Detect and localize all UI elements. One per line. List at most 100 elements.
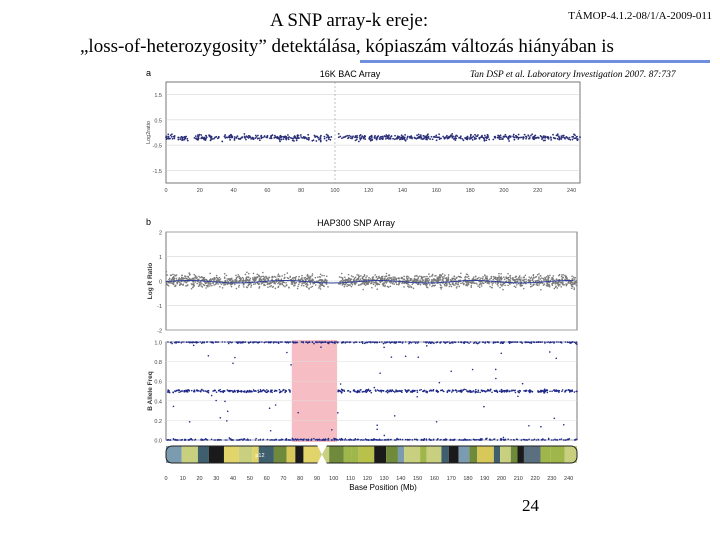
panel-b-point <box>209 285 211 287</box>
panel-b-point <box>323 274 325 277</box>
panel-b-point <box>265 277 268 280</box>
panel-b-point <box>515 278 517 281</box>
panel-b-point <box>560 274 563 276</box>
panel-a-point <box>556 137 559 140</box>
panel-b-point <box>540 280 543 282</box>
panel-baf-ytick: 0.6 <box>154 380 162 386</box>
panel-b-point <box>209 278 212 280</box>
panel-baf-point <box>178 391 180 393</box>
panel-a-point <box>186 137 189 140</box>
panel-baf-point <box>234 356 236 359</box>
panel-baf-point <box>382 342 385 345</box>
panel-b-point <box>500 277 502 280</box>
panel-b-point <box>509 276 511 278</box>
panel-a-point <box>373 137 376 139</box>
ideogram-band <box>303 446 321 463</box>
panel-a-point <box>364 138 367 141</box>
panel-baf-point <box>489 388 492 391</box>
panel-b-point <box>187 276 190 279</box>
panel-baf-point <box>477 438 479 441</box>
panel-a-point <box>287 138 290 141</box>
panel-b-point <box>295 281 298 284</box>
panel-a-point <box>226 136 228 139</box>
panel-b-point <box>398 283 400 285</box>
panel-b-point <box>408 286 410 289</box>
panel-a-point <box>400 136 403 139</box>
panel-b-point <box>321 274 323 277</box>
panel-b-point <box>284 285 286 288</box>
panel-baf-point <box>219 388 221 391</box>
panel-b-point <box>534 276 537 278</box>
panel-baf-point <box>262 438 265 441</box>
panel-b-point <box>419 279 421 281</box>
panel-baf-point <box>305 438 307 441</box>
panel-a-point <box>233 137 236 140</box>
panel-a-xtick: 100 <box>330 188 339 194</box>
panel-b-point <box>372 281 374 284</box>
panel-baf-point <box>366 341 369 344</box>
panel-b-point <box>178 277 181 279</box>
panel-b-point <box>565 284 568 287</box>
panel-a-point <box>200 134 203 136</box>
panel-b-point <box>166 274 168 276</box>
panel-b-point <box>215 276 218 279</box>
panel-baf-point <box>507 438 509 440</box>
panel-b-point <box>500 273 502 275</box>
panel-a-point <box>414 137 417 140</box>
panel-a-ytick: 0.5 <box>154 118 162 124</box>
panel-baf-point <box>520 341 523 343</box>
panel-b-point <box>378 275 380 278</box>
panel-baf-point <box>200 439 202 441</box>
ideogram-band <box>374 446 387 463</box>
panel-baf-xtick: 240 <box>564 476 573 482</box>
panel-b-point <box>207 285 209 288</box>
panel-baf-point <box>491 439 493 441</box>
panel-b-point <box>409 285 411 287</box>
panel-b-point <box>308 279 311 282</box>
panel-b-point <box>485 277 488 279</box>
panel-a-point <box>282 138 285 140</box>
panel-baf-point <box>255 341 258 343</box>
panel-b-point <box>293 284 296 287</box>
panel-baf-point <box>348 341 351 344</box>
panel-b-point <box>190 287 193 290</box>
panel-b-point <box>357 278 359 281</box>
panel-b-point <box>439 274 441 277</box>
panel-b-point <box>547 285 549 287</box>
panel-baf-xtick: 70 <box>280 476 286 482</box>
panel-a-point <box>394 134 396 137</box>
panel-b-point <box>550 278 553 280</box>
panel-baf-point <box>313 437 315 440</box>
panel-b-point <box>552 281 554 284</box>
panel-baf-point <box>204 437 207 440</box>
panel-baf-point <box>409 341 412 343</box>
panel-baf-point <box>237 389 239 392</box>
panel-baf-point <box>201 342 203 344</box>
panel-baf-point <box>496 439 499 441</box>
panel-b-point <box>532 284 535 287</box>
panel-a-point <box>512 133 515 136</box>
panel-baf-point <box>206 341 208 343</box>
panel-baf-point <box>239 439 241 441</box>
panel-b-point <box>212 282 214 285</box>
panel-b-point <box>225 274 228 277</box>
panel-b-point <box>541 282 544 284</box>
panel-a-point <box>519 136 522 139</box>
panel-a-point <box>319 139 322 142</box>
panel-baf-point <box>477 389 480 392</box>
panel-baf-point <box>172 391 174 394</box>
panel-baf-point <box>480 389 483 391</box>
panel-b-point <box>263 283 265 286</box>
panel-b-point <box>252 279 255 281</box>
panel-a-point <box>172 135 175 138</box>
panel-b-point <box>388 276 390 279</box>
panel-baf-xtick: 130 <box>379 476 388 482</box>
panel-baf-point <box>310 439 312 441</box>
panel-a-point <box>245 138 247 141</box>
panel-baf-point <box>502 436 505 439</box>
panel-a-point <box>454 139 457 141</box>
panel-baf-point <box>473 342 475 345</box>
panel-baf-point <box>527 341 529 343</box>
panel-b-point <box>305 277 308 280</box>
panel-baf-point <box>470 391 473 393</box>
